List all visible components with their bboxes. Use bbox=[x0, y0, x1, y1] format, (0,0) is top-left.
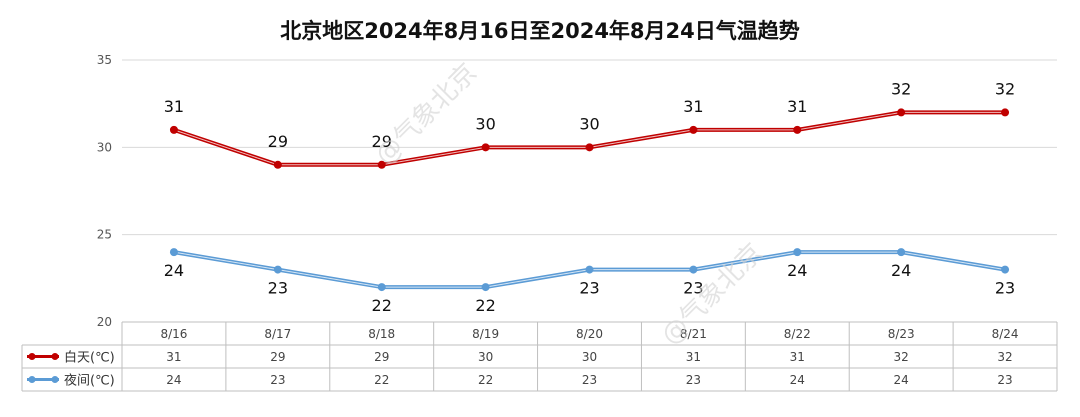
x-tick-label: 8/19 bbox=[472, 327, 499, 341]
y-tick-label: 25 bbox=[97, 228, 112, 242]
x-tick-label: 8/20 bbox=[576, 327, 603, 341]
data-label: 31 bbox=[164, 97, 184, 116]
table-cell: 29 bbox=[270, 350, 285, 364]
table-cell: 24 bbox=[166, 373, 181, 387]
x-tick-label: 8/18 bbox=[368, 327, 395, 341]
data-point bbox=[585, 143, 594, 152]
table-cell: 31 bbox=[166, 350, 181, 364]
table-cell: 22 bbox=[478, 373, 493, 387]
data-point bbox=[169, 125, 178, 134]
data-point bbox=[481, 283, 490, 292]
data-point bbox=[585, 265, 594, 274]
data-table: 8/16 8/17 8/18 8/19 8/20 8/21 8/22 8/23 8/24 白天(℃… bbox=[21, 321, 1058, 392]
data-point bbox=[273, 265, 282, 274]
legend-marker bbox=[51, 353, 59, 360]
x-tick-label: 8/24 bbox=[992, 327, 1019, 341]
data-point bbox=[897, 108, 906, 117]
x-tick-label: 8/23 bbox=[888, 327, 915, 341]
data-point bbox=[689, 265, 698, 274]
data-point bbox=[273, 160, 282, 169]
data-point bbox=[1001, 108, 1010, 117]
table-cell: 23 bbox=[997, 373, 1012, 387]
data-label: 31 bbox=[683, 97, 703, 116]
chart-title: 北京地区2024年8月16日至2024年8月24日气温趋势 bbox=[280, 19, 800, 43]
data-labels: 31 29 29 30 30 31 31 32 32 24 23 22 22 23 23 24 24 23 bbox=[164, 79, 1015, 315]
y-tick-label: 30 bbox=[97, 140, 112, 154]
x-tick-label: 8/22 bbox=[784, 327, 811, 341]
table-cell: 24 bbox=[894, 373, 909, 387]
data-label: 23 bbox=[268, 279, 288, 298]
data-label: 23 bbox=[683, 279, 703, 298]
table-cell: 23 bbox=[270, 373, 285, 387]
data-label: 32 bbox=[891, 79, 911, 98]
data-label: 23 bbox=[995, 279, 1015, 298]
data-point bbox=[793, 125, 802, 134]
x-tick-label: 8/17 bbox=[264, 327, 291, 341]
data-point bbox=[377, 283, 386, 292]
series-layer bbox=[169, 108, 1010, 292]
table-cell: 31 bbox=[686, 350, 701, 364]
table-cell: 22 bbox=[374, 373, 389, 387]
y-tick-label: 35 bbox=[97, 53, 112, 67]
data-label: 22 bbox=[372, 296, 392, 315]
data-label: 24 bbox=[164, 261, 184, 280]
legend-label: 白天(℃) bbox=[64, 350, 115, 366]
data-label: 24 bbox=[891, 261, 911, 280]
data-point bbox=[169, 248, 178, 257]
table-cell: 30 bbox=[478, 350, 493, 364]
table-cell: 23 bbox=[582, 373, 597, 387]
legend-label: 夜间(℃) bbox=[64, 374, 115, 389]
legend-marker bbox=[28, 376, 36, 383]
data-point bbox=[897, 248, 906, 257]
data-point bbox=[377, 160, 386, 169]
table-cell: 31 bbox=[790, 350, 805, 364]
table-cell: 32 bbox=[997, 350, 1012, 364]
table-cell: 32 bbox=[894, 350, 909, 364]
table-cell: 30 bbox=[582, 350, 597, 364]
table-cell: 23 bbox=[686, 373, 701, 387]
y-axis: 20 25 30 35 bbox=[97, 53, 112, 329]
data-label: 30 bbox=[475, 114, 495, 133]
data-label: 29 bbox=[268, 132, 288, 151]
data-label: 22 bbox=[475, 296, 495, 315]
data-label: 24 bbox=[787, 261, 807, 280]
table-cell: 29 bbox=[374, 350, 389, 364]
data-label: 32 bbox=[995, 79, 1015, 98]
legend-marker bbox=[28, 353, 36, 360]
data-label: 31 bbox=[787, 97, 807, 116]
data-label: 29 bbox=[372, 132, 392, 151]
legend-marker bbox=[51, 376, 59, 383]
data-point bbox=[481, 143, 490, 152]
data-label: 23 bbox=[579, 279, 599, 298]
y-tick-label: 20 bbox=[97, 315, 112, 329]
data-label: 30 bbox=[579, 114, 599, 133]
table-cell: 24 bbox=[790, 373, 805, 387]
data-point bbox=[793, 248, 802, 257]
data-point bbox=[689, 125, 698, 134]
data-point bbox=[1001, 265, 1010, 274]
x-tick-label: 8/16 bbox=[160, 327, 187, 341]
x-tick-label: 8/21 bbox=[680, 327, 707, 341]
